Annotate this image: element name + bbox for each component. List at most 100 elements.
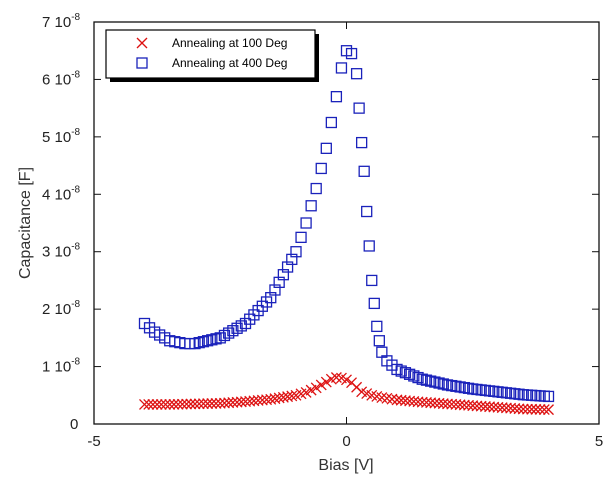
data-point — [206, 398, 218, 409]
data-point — [193, 398, 205, 410]
x-axis-title: Bias [V] — [318, 457, 373, 474]
data-point — [345, 47, 358, 60]
data-point — [256, 300, 268, 312]
data-point — [286, 253, 298, 266]
data-point — [168, 398, 180, 410]
data-point — [454, 381, 466, 393]
data-point — [408, 370, 420, 382]
legend-marker — [136, 57, 148, 69]
data-point — [310, 382, 322, 394]
data-point — [260, 296, 273, 308]
data-point — [429, 376, 441, 388]
data-point — [462, 382, 475, 394]
data-point — [206, 334, 218, 346]
data-point — [252, 304, 264, 317]
data-point — [358, 165, 370, 177]
legend: Annealing at 100 Deg Annealing at 400 De… — [105, 29, 319, 82]
series-0 — [139, 372, 554, 416]
data-point — [412, 371, 424, 384]
y-tick-label: 0 — [70, 416, 78, 433]
y-tick-label: 6 10-8 — [42, 69, 81, 88]
data-point — [201, 335, 214, 347]
data-point — [193, 336, 205, 349]
data-point — [295, 231, 307, 244]
data-point — [286, 390, 298, 402]
data-point — [147, 399, 159, 410]
y-tick-label: 2 10-8 — [42, 299, 81, 318]
legend-marker-400-deg — [136, 57, 148, 69]
data-point — [505, 402, 517, 414]
data-point — [433, 397, 445, 409]
data-point — [496, 402, 508, 414]
data-point — [330, 372, 342, 383]
legend-box — [105, 29, 316, 79]
data-point — [420, 374, 433, 386]
data-point — [290, 246, 302, 258]
data-point — [143, 399, 155, 410]
data-point — [437, 378, 449, 390]
data-point — [235, 396, 247, 408]
data-point — [155, 399, 167, 410]
data-point — [189, 398, 201, 410]
data-point — [429, 397, 441, 409]
data-point — [475, 400, 487, 412]
data-point — [361, 205, 373, 218]
data-point — [281, 261, 294, 273]
data-point — [517, 403, 529, 415]
data-point — [240, 396, 251, 408]
y-tick-label: 7 10-8 — [42, 12, 81, 31]
data-point — [492, 401, 504, 413]
data-point — [231, 396, 243, 408]
data-point — [164, 399, 176, 410]
data-point — [500, 402, 512, 414]
data-point — [172, 398, 184, 410]
x-tick-label: 0 — [342, 433, 350, 450]
y-tick-label: 4 10-8 — [42, 184, 81, 203]
data-point — [368, 297, 380, 310]
data-point — [425, 397, 437, 409]
data-point — [373, 335, 385, 347]
data-point — [479, 401, 491, 412]
data-point — [139, 399, 150, 410]
data-point — [391, 363, 403, 376]
data-point — [277, 269, 290, 281]
data-point — [437, 398, 449, 410]
data-point — [534, 403, 546, 415]
data-point — [542, 390, 555, 403]
data-point — [350, 68, 363, 80]
data-point — [450, 399, 462, 410]
data-point — [425, 375, 437, 387]
plot-frame — [93, 21, 600, 425]
data-point — [214, 397, 226, 409]
data-point — [441, 379, 454, 391]
data-point — [530, 403, 542, 415]
data-point — [315, 379, 327, 391]
data-point — [315, 162, 327, 175]
y-tick-label: 3 10-8 — [42, 242, 81, 261]
data-point — [210, 333, 222, 345]
data-point — [399, 395, 411, 407]
data-point — [509, 403, 521, 414]
data-point — [404, 395, 416, 407]
series-1 — [138, 45, 555, 403]
data-point — [300, 217, 312, 229]
y-axis-ticks: 0 1 10-8 2 10-8 3 10-8 4 10-8 5 10-8 6 10-8 7 1… — [42, 12, 599, 433]
data-point — [256, 394, 268, 406]
data-point — [363, 240, 375, 252]
data-point — [371, 320, 383, 333]
data-point — [467, 400, 479, 412]
data-point — [403, 368, 416, 380]
legend-label-100-deg: Annealing at 100 Deg — [172, 36, 287, 50]
data-point — [197, 398, 209, 410]
legend-label-400-deg: Annealing at 400 Deg — [172, 56, 287, 70]
data-point — [189, 337, 201, 350]
data-point — [408, 395, 420, 407]
data-point — [399, 367, 412, 379]
data-point — [353, 102, 365, 114]
data-point — [325, 116, 338, 129]
data-point — [355, 136, 368, 149]
legend-marker — [136, 37, 148, 49]
data-point — [160, 399, 172, 410]
data-point — [223, 397, 235, 409]
